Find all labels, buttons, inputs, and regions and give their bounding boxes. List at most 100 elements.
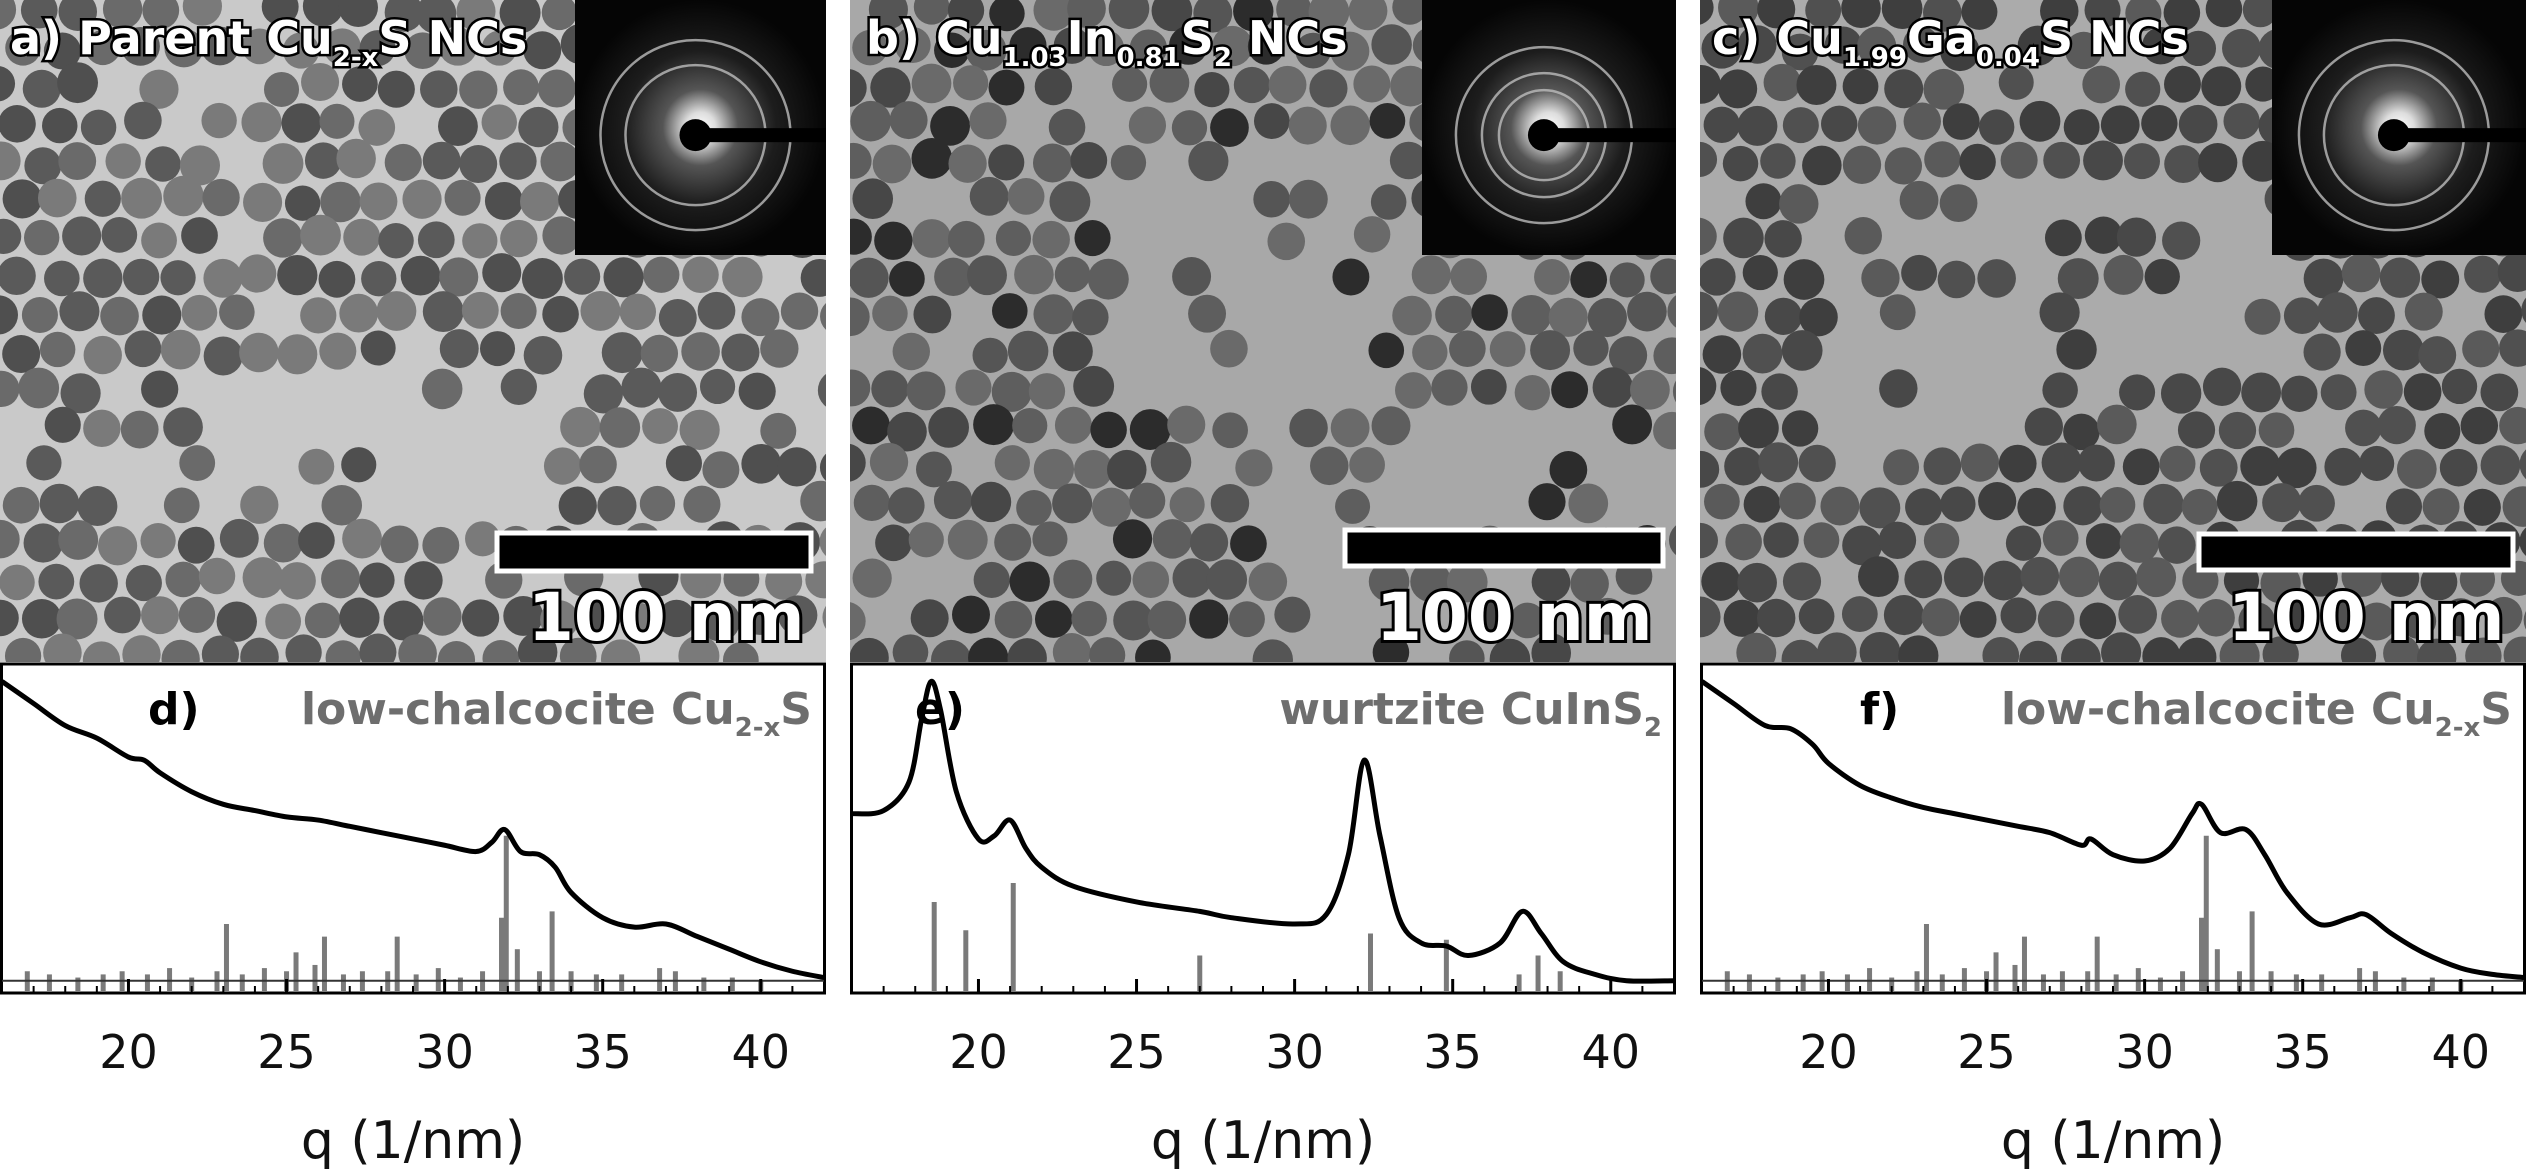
nanocrystal: [1978, 482, 2017, 521]
nanocrystal: [1091, 487, 1132, 527]
nanocrystal: [376, 291, 417, 331]
nanocrystal: [1511, 294, 1552, 336]
nanocrystal: [913, 295, 952, 334]
nanocrystal: [2040, 0, 2079, 31]
nanocrystal: [1783, 259, 1825, 300]
nanocrystal: [178, 596, 216, 634]
nanocrystal: [358, 109, 396, 146]
x-tick-label: 20: [1799, 1025, 1858, 1079]
nanocrystal: [359, 633, 397, 662]
scale-bar-a: 100 nm: [494, 530, 814, 659]
nanocrystal: [181, 294, 218, 331]
nanocrystal: [1353, 65, 1391, 103]
tem-title-c: c) Cu1.99Ga0.04S NCs: [1712, 11, 2189, 73]
nanocrystal: [1071, 600, 1107, 637]
nanocrystal: [0, 141, 21, 181]
nanocrystal: [2499, 406, 2526, 445]
diffraction-inset: [2272, 0, 2526, 255]
nanocrystal: [1310, 446, 1349, 486]
nanocrystal: [967, 255, 1007, 296]
nanocrystal: [500, 219, 538, 258]
nanocrystal: [384, 143, 422, 182]
nanocrystal: [1758, 442, 1799, 483]
nanocrystal: [2396, 449, 2437, 489]
nanocrystal: [2041, 442, 2082, 483]
nanocrystal: [2321, 601, 2358, 638]
nanocrystal: [1206, 559, 1248, 600]
nanocrystal: [0, 370, 20, 407]
nanocrystal: [2382, 329, 2424, 371]
nanocrystal: [1844, 217, 1882, 255]
nanocrystal: [1335, 488, 1371, 524]
nanocrystal: [238, 254, 277, 293]
nanocrystal: [2005, 525, 2042, 561]
plot-frame: [1700, 662, 2526, 995]
nanocrystal: [302, 0, 344, 27]
nanocrystal: [916, 451, 952, 488]
nanocrystal: [1032, 521, 1068, 557]
nanocrystal: [241, 28, 278, 65]
nanocrystal: [621, 367, 662, 408]
nanocrystal: [2119, 374, 2156, 411]
nanocrystal: [1007, 178, 1045, 215]
nanocrystal: [1899, 180, 1939, 220]
nanocrystal: [541, 0, 578, 31]
nanocrystal: [682, 256, 719, 293]
nanocrystal: [2201, 66, 2242, 107]
nanocrystal: [2162, 221, 2201, 260]
nanocrystal: [2084, 0, 2121, 29]
nanocrystal: [2019, 640, 2058, 662]
nanocrystal: [1923, 522, 1960, 559]
nanocrystal: [278, 562, 316, 600]
nanocrystal: [4, 637, 42, 662]
nanocrystal: [2340, 637, 2377, 662]
nanocrystal: [1033, 448, 1075, 490]
nanocrystal: [300, 297, 337, 334]
nanocrystal: [145, 146, 181, 182]
nanocrystal: [697, 291, 736, 330]
nanocrystal: [359, 562, 395, 598]
nanocrystal: [1782, 562, 1822, 601]
nanocrystal: [1921, 598, 1960, 637]
nanocrystal: [850, 369, 871, 407]
nanocrystal: [1074, 219, 1111, 257]
nanocrystal: [1763, 63, 1801, 102]
nanocrystal: [102, 0, 143, 29]
nanocrystal: [760, 412, 797, 449]
nanocrystal: [1212, 25, 1253, 67]
nanocrystal: [500, 368, 537, 405]
nanocrystal: [439, 329, 479, 369]
nanocrystal: [2421, 260, 2460, 299]
nanocrystal: [23, 219, 60, 256]
nanocrystal: [1701, 561, 1741, 601]
nanocrystal: [2463, 488, 2501, 526]
nanocrystal: [39, 483, 80, 524]
nanocrystal: [1370, 184, 1407, 220]
nanocrystal: [741, 443, 782, 484]
nanocrystal: [1923, 447, 1962, 486]
nanocrystal: [1820, 486, 1860, 526]
nanocrystal: [141, 596, 179, 635]
nanocrystal: [2043, 141, 2081, 179]
nanocrystal: [2142, 637, 2181, 662]
nanocrystal: [1470, 368, 1507, 405]
nanocrystal: [1295, 32, 1332, 69]
nanocrystal: [2158, 526, 2196, 564]
nanocrystal: [1033, 294, 1074, 335]
nanocrystal: [1842, 525, 1882, 566]
nanocrystal: [1392, 295, 1432, 336]
nanocrystal: [2345, 409, 2382, 447]
nanocrystal: [437, 641, 476, 662]
scale-bar-b: 100 nm: [1342, 527, 1666, 659]
nanocrystal: [2199, 448, 2238, 487]
nanocrystal: [523, 336, 563, 375]
nanocrystal: [540, 600, 579, 639]
nanocrystal: [2245, 66, 2281, 102]
nanocrystal: [1805, 0, 1842, 29]
nanocrystal: [2100, 105, 2140, 145]
nanocrystal: [2480, 445, 2521, 485]
nanocrystal: [1390, 65, 1431, 107]
nanocrystal: [1942, 103, 1980, 140]
nanocrystal: [18, 367, 60, 409]
nanocrystal: [1110, 144, 1147, 181]
